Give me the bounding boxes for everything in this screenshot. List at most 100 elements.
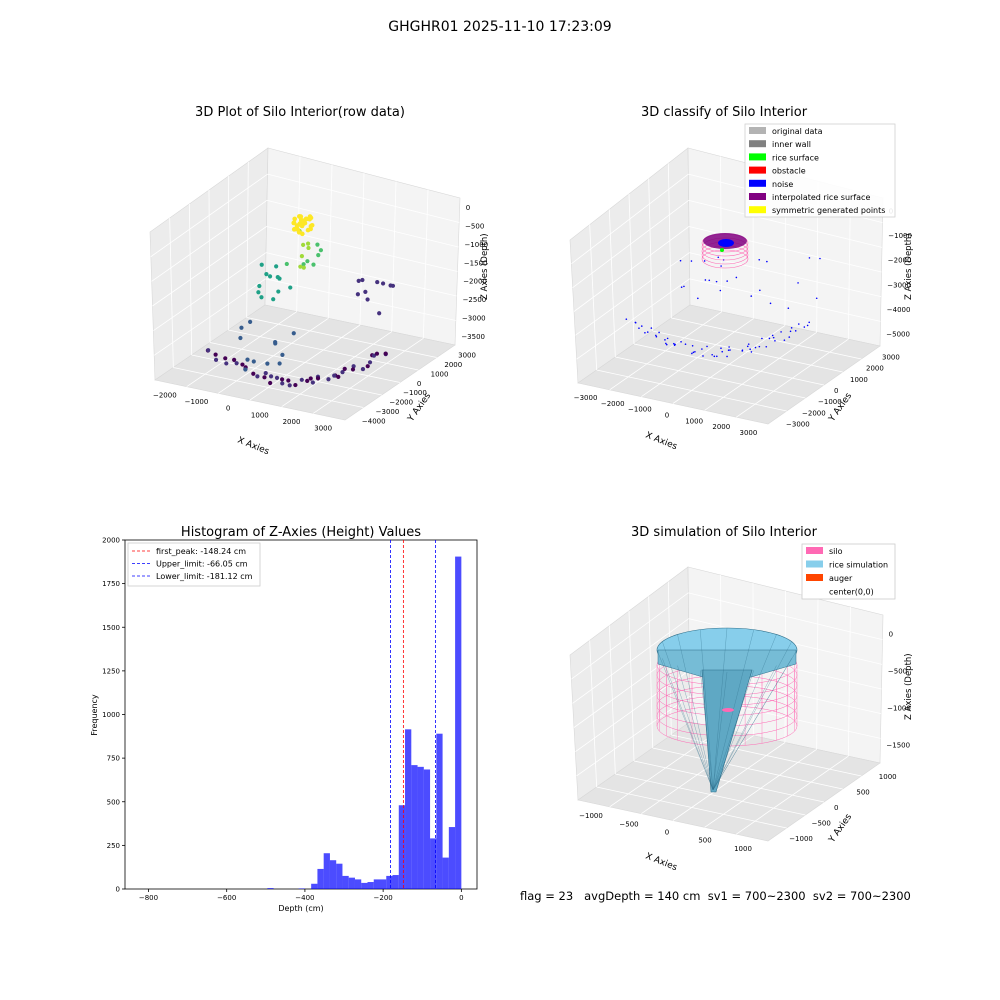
legend-frame: [744, 123, 896, 218]
noise-point: [815, 297, 818, 300]
rice-surface-side: [657, 649, 797, 685]
legend-label: symmetric generated points: [772, 206, 885, 215]
noise-point: [735, 276, 738, 279]
y-tick-label: 1000: [431, 370, 449, 378]
raw-point: [298, 214, 304, 219]
y-tick-label: −2000: [802, 409, 826, 417]
histogram-bar: [430, 838, 437, 889]
rice-funnel: [701, 669, 753, 793]
raw-point: [206, 348, 211, 353]
legend-swatch: [749, 179, 766, 187]
raw-point: [277, 361, 282, 366]
noise-point: [806, 324, 809, 327]
y-tick-label: 250: [107, 842, 120, 850]
raw-point: [340, 370, 345, 375]
histogram-bar: [436, 733, 443, 889]
noise-point: [726, 280, 728, 282]
y-tick-label: 0: [417, 380, 421, 388]
raw-point: [365, 297, 370, 302]
raw-point: [318, 248, 324, 253]
raw-point: [234, 361, 239, 366]
noise-point: [727, 349, 730, 352]
x-tick-label: −1000: [579, 812, 603, 820]
histogram-bar: [398, 805, 406, 889]
y-tick-label: 0: [116, 886, 120, 894]
z-tick-label: −3000: [887, 281, 911, 289]
raw-point: [356, 278, 361, 283]
x-tick-label: 0: [459, 894, 463, 902]
rice-surface-point: [720, 248, 724, 252]
raw-point: [264, 272, 269, 277]
noise-point: [703, 260, 706, 262]
raw-point: [380, 281, 386, 286]
y-tick-label: 2000: [444, 361, 462, 369]
raw-point: [315, 242, 320, 247]
y-tick-label: −1000: [403, 389, 427, 397]
legend-label: noise: [772, 180, 793, 189]
gridline: [246, 161, 249, 318]
z-tick-label: −1000: [887, 705, 911, 713]
raw-point: [255, 374, 260, 379]
x-tick-label: −200: [374, 894, 393, 902]
noise-point: [720, 347, 722, 349]
noise-point: [788, 336, 791, 338]
raw-point: [271, 297, 276, 302]
legend-swatch: [749, 140, 766, 148]
noise-point: [697, 297, 699, 300]
raw-point: [307, 214, 313, 219]
histogram-bar: [417, 766, 424, 889]
raw-point: [351, 364, 356, 369]
z-tick-label: −2000: [888, 257, 912, 265]
z-tick-label: 0: [466, 204, 470, 212]
noise-point: [803, 326, 806, 328]
noise-point: [691, 352, 693, 355]
raw-point: [308, 223, 314, 229]
raw-point: [305, 378, 310, 383]
raw-point: [213, 357, 219, 362]
noise-point: [674, 343, 676, 346]
y-tick-label: 1000: [879, 773, 897, 781]
histogram-bar: [354, 879, 362, 889]
simulation-plot-title: 3D simulation of Silo Interior: [631, 525, 818, 540]
y-tick-label: −2000: [389, 399, 413, 407]
rice-mesh-line: [712, 658, 792, 791]
histogram-bar: [267, 888, 274, 889]
noise-point: [750, 295, 753, 297]
noise-point: [749, 348, 751, 351]
noise-point: [766, 260, 768, 263]
raw-point: [243, 367, 248, 372]
noise-point: [680, 286, 683, 288]
noise-point: [679, 259, 682, 262]
simulation-legend: silo rice simulation auger center(0,0): [801, 543, 896, 600]
y-tick-label: −500: [812, 820, 831, 828]
x-tick-label: −1000: [628, 406, 652, 414]
raw-point: [292, 216, 298, 222]
raw-point: [336, 374, 341, 379]
noise-point: [728, 346, 730, 348]
raw-point: [311, 262, 316, 267]
noise-point: [684, 343, 687, 345]
noise-point: [664, 339, 666, 341]
noise-point: [741, 350, 744, 352]
noise-point: [683, 285, 685, 288]
y-tick-label: 1000: [850, 376, 868, 384]
rice-mesh-line: [712, 641, 792, 791]
histogram-bar: [392, 875, 399, 889]
noise-point: [726, 355, 728, 358]
raw-point: [276, 289, 281, 294]
histogram-bar: [348, 877, 355, 889]
histogram-bar: [298, 888, 305, 889]
z-tick-label: −500: [888, 668, 907, 676]
noise-point: [680, 340, 682, 343]
raw-point: [367, 360, 373, 365]
histogram-bar: [405, 729, 412, 889]
y-tick-label: 500: [107, 798, 120, 806]
noise-point: [720, 265, 722, 267]
noise-point: [702, 355, 704, 357]
noise-point: [673, 342, 675, 345]
raw-point: [274, 375, 280, 380]
raw-point: [257, 283, 262, 289]
simulation-plot-zlabel: Z Axies (Depth): [904, 653, 914, 720]
x-tick-label: 3000: [314, 425, 332, 433]
